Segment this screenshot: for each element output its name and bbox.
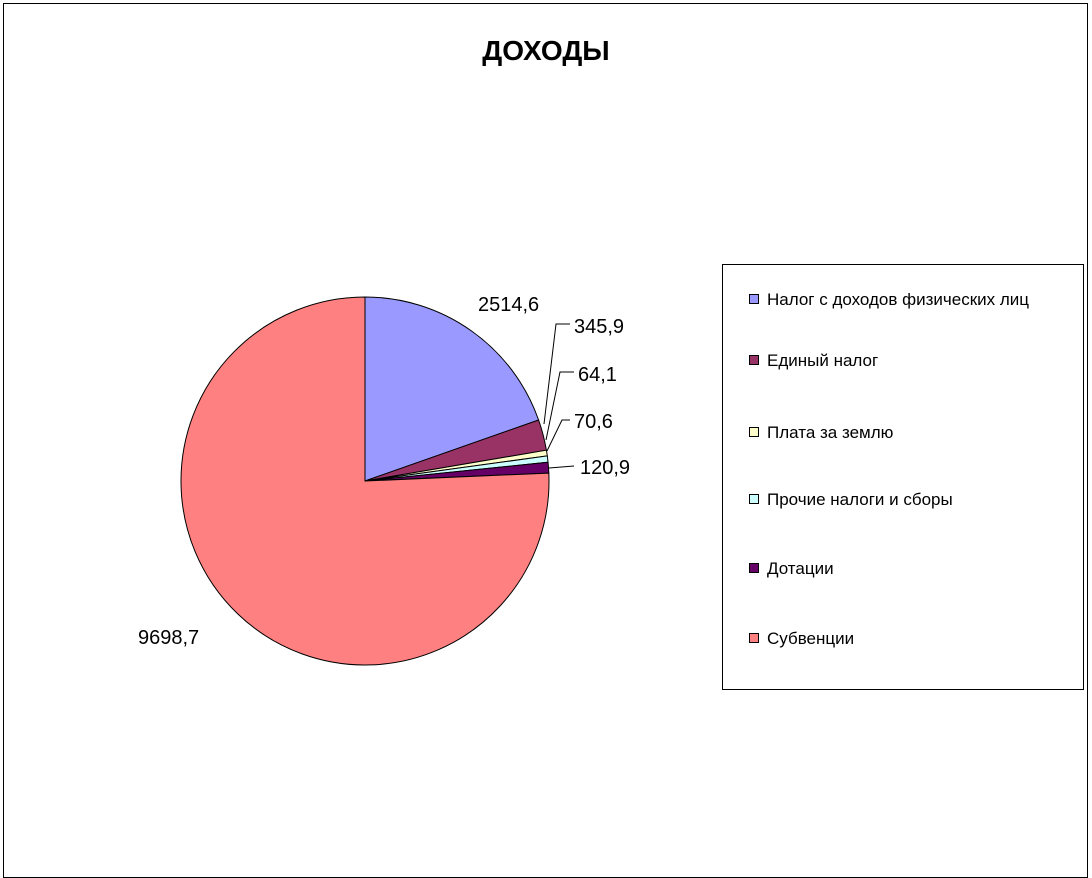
legend-label: Плата за землю (767, 423, 894, 442)
legend-swatch-dotacii (749, 563, 759, 573)
data-label-5: 9698,7 (138, 627, 199, 649)
chart-title: ДОХОДЫ (482, 35, 610, 66)
legend-label: Прочие налоги и сборы (767, 490, 953, 509)
data-label-0: 2514,6 (478, 294, 539, 316)
legend-swatch-subvencii (749, 633, 759, 643)
leader-line-1 (543, 323, 570, 425)
legend-item: Прочие налоги и сборы (749, 488, 1079, 512)
leader-line-4 (548, 465, 575, 469)
pie-slices (180, 296, 550, 666)
pie-slice-5 (180, 296, 550, 666)
legend-label: Субвенции (767, 629, 855, 648)
leader-line-2 (545, 371, 574, 441)
legend-item: Единый налог (749, 349, 1079, 373)
legend-item: Субвенции (749, 627, 1079, 651)
leader-line-3 (546, 419, 570, 452)
legend-swatch-prochie (749, 494, 759, 504)
legend-item: Налог с доходов физических лиц (749, 288, 1079, 312)
legend-label: Единый налог (767, 351, 879, 370)
legend-item: Плата за землю (749, 421, 1079, 445)
data-label-3: 70,6 (574, 411, 613, 433)
data-labels: 2514,6 345,9 64,1 70,6 120,9 9698,7 (138, 294, 630, 649)
leader-lines (543, 323, 575, 469)
legend-label: Налог с доходов физических лиц (767, 290, 1030, 309)
data-label-2: 64,1 (578, 364, 617, 386)
legend-item: Дотации (749, 557, 1079, 581)
legend-swatch-nalog-ndfl (749, 294, 759, 304)
legend-swatch-plata-za-zemlyu (749, 427, 759, 437)
data-label-1: 345,9 (574, 316, 624, 338)
legend-label: Дотации (767, 559, 834, 578)
chart-legend: Налог с доходов физических лиц Единый на… (722, 264, 1084, 690)
legend-swatch-edinyi-nalog (749, 355, 759, 365)
data-label-4: 120,9 (580, 457, 630, 479)
